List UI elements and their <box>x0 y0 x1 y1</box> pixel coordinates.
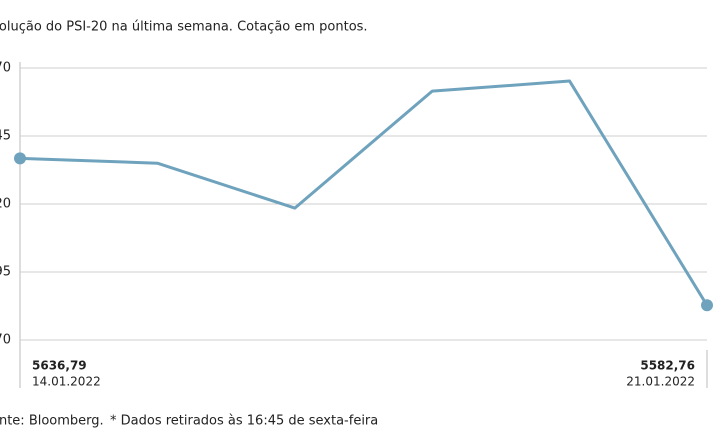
y-tick-label: 5620 <box>0 197 11 212</box>
value-label: 5636,79 <box>32 359 87 373</box>
y-tick-label: 5570 <box>0 333 11 348</box>
x-tick-label: 14.01.2022 <box>32 375 101 389</box>
chart-title: Evolução do PSI-20 na última semana. Cot… <box>0 20 368 35</box>
note: * Dados retirados às 16:45 de sexta-feir… <box>110 414 378 429</box>
point <box>701 299 713 312</box>
x-tick-label: 21.01.2022 <box>626 375 695 389</box>
point <box>14 152 26 165</box>
source: Fonte: Bloomberg. <box>0 414 104 429</box>
line <box>19 79 709 307</box>
y-tick-label: 5670 <box>0 61 11 76</box>
y-tick-label: 5645 <box>0 129 11 144</box>
value-label: 5582,76 <box>640 359 695 373</box>
y-tick-label: 5595 <box>0 265 11 280</box>
